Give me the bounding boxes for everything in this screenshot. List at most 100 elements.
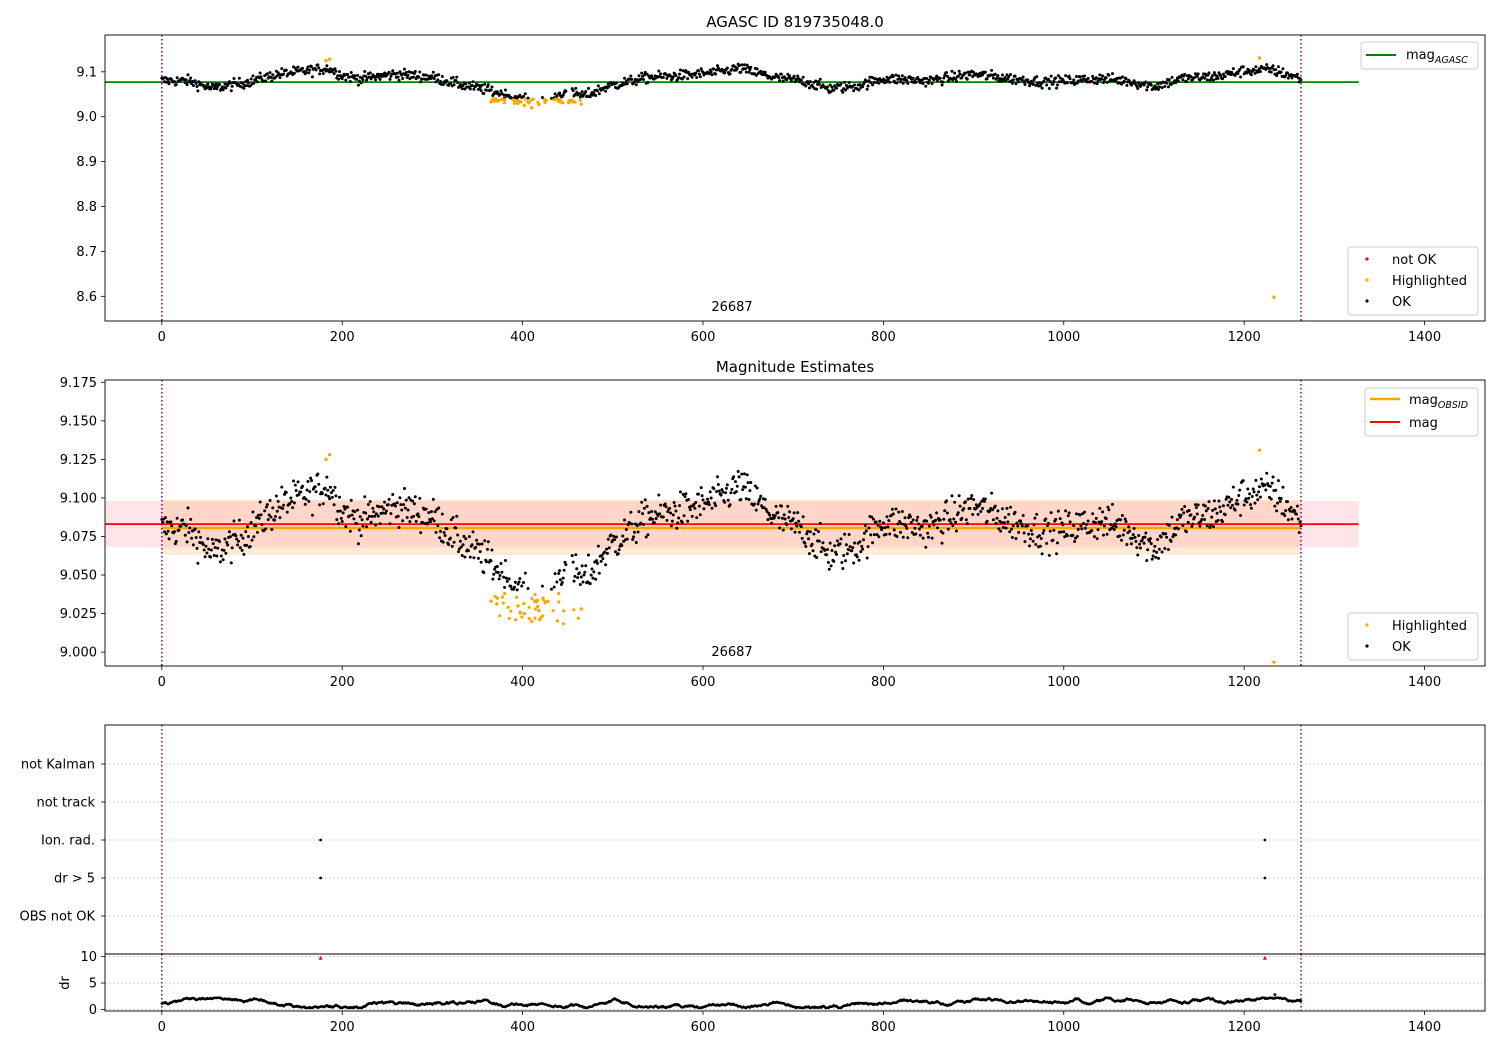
x-tick-label: 400	[510, 330, 535, 345]
ok-point	[791, 517, 795, 521]
ok-point	[197, 530, 201, 534]
ok-point	[982, 499, 986, 503]
ok-point	[591, 576, 595, 580]
ok-point	[562, 568, 566, 572]
ok-point	[581, 580, 585, 584]
ok-point	[440, 75, 444, 79]
ok-point	[1048, 529, 1052, 533]
ok-point	[450, 544, 454, 548]
highlighted-point	[495, 602, 499, 606]
ok-point	[485, 88, 489, 92]
ok-point	[1040, 86, 1044, 90]
ok-point	[823, 548, 827, 552]
ok-point	[346, 505, 350, 509]
ok-point	[965, 522, 969, 526]
ok-point	[810, 542, 814, 546]
dr-point	[1299, 999, 1303, 1003]
ok-point	[1230, 503, 1234, 507]
ok-point	[299, 490, 303, 494]
ok-point	[1017, 80, 1021, 84]
ok-point	[669, 511, 673, 515]
ok-point	[1014, 82, 1018, 86]
ok-point	[1286, 518, 1290, 522]
ok-point	[316, 63, 320, 67]
ok-point	[971, 513, 975, 517]
ok-point	[811, 549, 815, 553]
ok-point	[292, 71, 296, 75]
ok-point	[480, 542, 484, 546]
ok-point	[1080, 527, 1084, 531]
ok-point	[411, 499, 415, 503]
ok-point	[1031, 539, 1035, 543]
ok-point	[1109, 523, 1113, 527]
highlighted-point	[522, 611, 527, 616]
ok-point	[665, 76, 669, 80]
ok-point	[1014, 536, 1018, 540]
highlighted-point	[507, 616, 511, 621]
ok-point	[696, 69, 700, 73]
ok-point	[254, 78, 258, 82]
ok-point	[498, 573, 502, 577]
ok-point	[632, 530, 636, 534]
ok-point	[183, 81, 187, 85]
ok-point	[815, 555, 819, 559]
ok-point	[757, 499, 761, 503]
ok-point	[905, 79, 909, 83]
ok-point	[449, 518, 453, 522]
ok-point	[1180, 507, 1184, 511]
agasc-axes-frame	[104, 34, 1486, 322]
legend-ok: OK	[1392, 640, 1411, 655]
ok-point	[395, 71, 399, 75]
ok-point	[1000, 520, 1004, 524]
ok-point	[1186, 77, 1190, 81]
ok-point	[865, 87, 869, 91]
magnitude-obsid-annotation: 26687	[711, 645, 752, 660]
ok-point	[781, 528, 785, 532]
ok-point	[1107, 508, 1111, 512]
ok-point	[1013, 510, 1017, 514]
x-tick-label: 1000	[1047, 330, 1080, 345]
category-label: not track	[36, 796, 95, 811]
agasc-axis-ticks: 0 200 400 600 800 1000 1200 14008.68.78.88.99.0…	[76, 65, 1441, 345]
ok-point	[953, 500, 957, 504]
ok-point	[485, 560, 489, 564]
ok-point	[437, 73, 441, 77]
ok-point	[1065, 534, 1069, 538]
highlighted-point	[516, 604, 520, 608]
ok-point	[289, 496, 293, 500]
ok-point	[682, 514, 686, 518]
agasc-panel-title: AGASC ID 819735048.0	[706, 13, 884, 31]
ok-point	[781, 79, 785, 83]
ok-point	[268, 499, 272, 503]
ok-point	[574, 86, 578, 90]
ok-point	[413, 495, 417, 499]
ok-point	[1276, 65, 1280, 69]
ok-point	[643, 498, 647, 502]
ok-point	[640, 500, 644, 504]
ok-point	[443, 534, 447, 538]
ok-point	[779, 72, 783, 76]
ok-point	[1278, 499, 1282, 503]
ok-point	[1256, 70, 1260, 74]
ok-point	[269, 515, 273, 519]
ok-point	[758, 497, 762, 501]
x-tick-label: 0	[158, 330, 166, 345]
ok-point	[225, 540, 229, 544]
ok-point	[1035, 75, 1039, 79]
ok-point	[517, 580, 521, 584]
ok-point	[1137, 534, 1141, 538]
ok-point	[785, 78, 789, 82]
ok-point	[361, 78, 365, 82]
ok-point	[728, 72, 732, 76]
ok-point	[1165, 81, 1169, 85]
ok-point	[884, 532, 888, 536]
ok-point	[512, 585, 516, 589]
ok-point	[1026, 78, 1030, 82]
ok-point	[188, 526, 192, 530]
highlighted-point	[536, 604, 540, 609]
ok-point	[807, 552, 811, 556]
ok-point	[1179, 513, 1183, 517]
ok-point	[388, 522, 392, 526]
ok-point	[388, 77, 392, 81]
